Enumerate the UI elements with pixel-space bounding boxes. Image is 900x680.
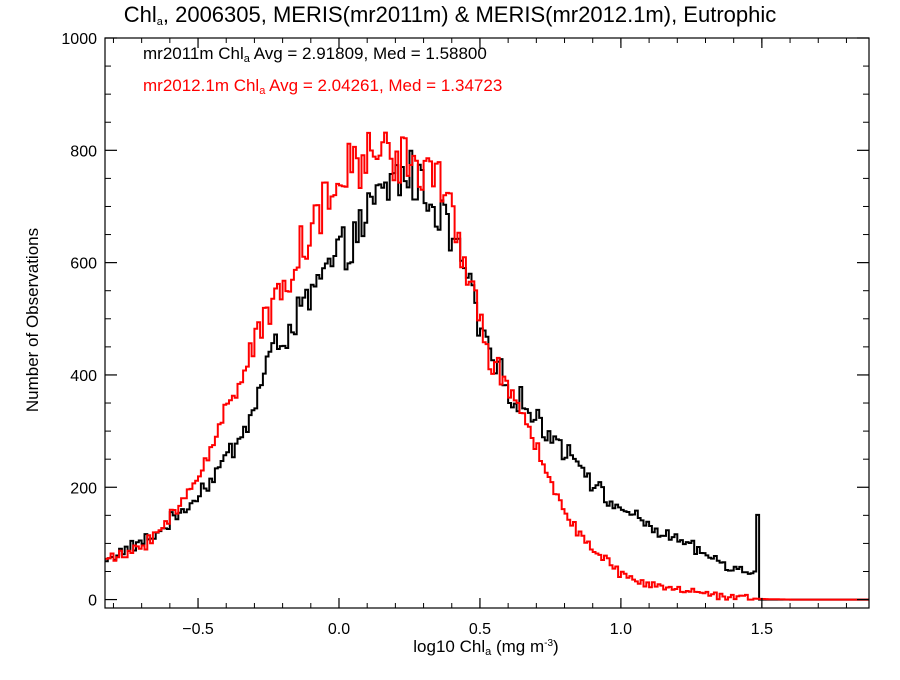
x-tick-label: 1.0 — [610, 621, 632, 638]
x-axis-label: log10 Chla (mg m-3) — [413, 637, 559, 658]
plot-frame — [104, 37, 870, 609]
y-tick-label: 400 — [70, 368, 97, 385]
x-tick-label: 0.5 — [469, 621, 491, 638]
y-tick-label: 600 — [70, 256, 97, 273]
annotation-mr2012-stats: mr2012.1m Chla Avg = 2.04261, Med = 1.34… — [143, 76, 503, 97]
y-axis-label: Number of Observations — [23, 227, 42, 413]
chart-title: Chla, 2006305, MERIS(mr2011m) & MERIS(mr… — [123, 2, 777, 28]
x-tick-label: −0.5 — [182, 621, 214, 638]
series-mr2012.1m-histogram — [105, 131, 869, 601]
series-mr2011m-histogram — [105, 149, 869, 601]
annotation-mr2011m-stats: mr2011m Chla Avg = 2.91809, Med = 1.5880… — [143, 44, 487, 65]
x-tick-label: 1.5 — [751, 621, 773, 638]
y-tick-label: 200 — [70, 480, 97, 497]
y-tick-label: 0 — [88, 593, 97, 610]
y-tick-label: 1000 — [61, 31, 97, 48]
x-tick-label: 0.0 — [328, 621, 350, 638]
y-tick-label: 800 — [70, 143, 97, 160]
